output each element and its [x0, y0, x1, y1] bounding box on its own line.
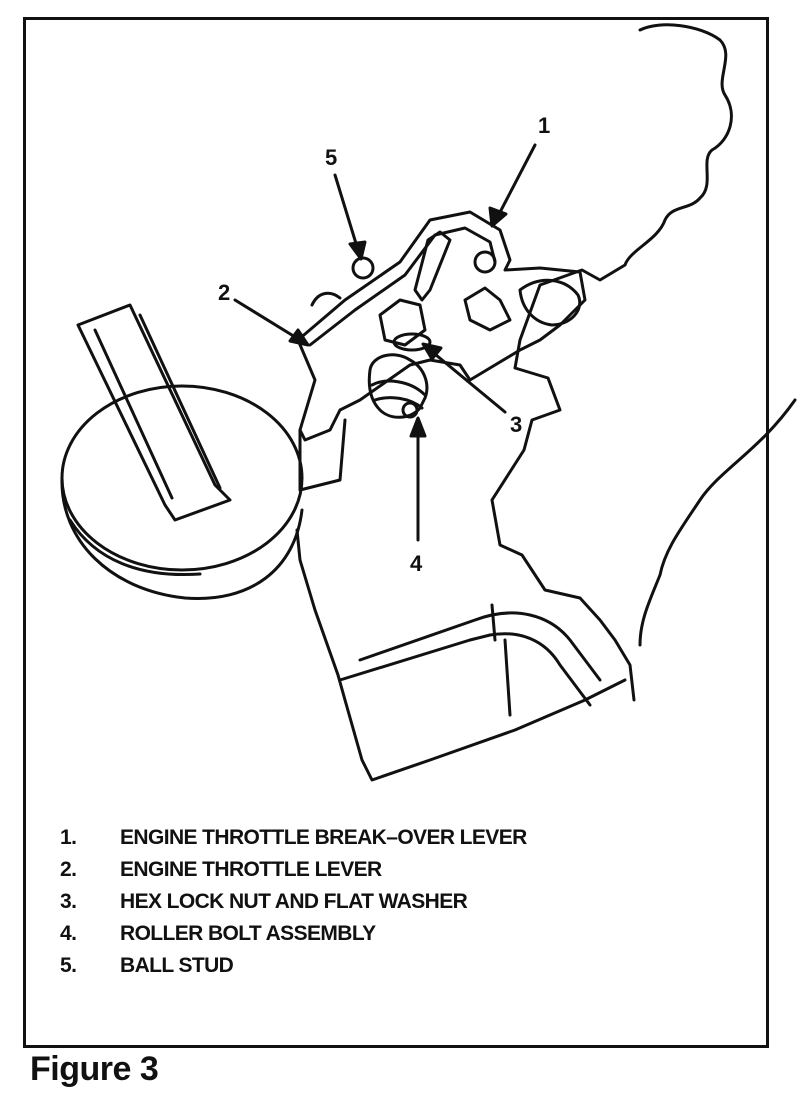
callout-5: 5 [325, 145, 338, 170]
lever-bracket-inner [308, 226, 497, 347]
lever-slot [413, 230, 452, 302]
callout-1: 1 [538, 113, 551, 138]
legend-text: BALL STUD [120, 954, 234, 977]
callout-leaders [233, 143, 537, 542]
air-duct-outline [76, 303, 232, 522]
figure-title: Figure 3 [30, 1050, 159, 1088]
callout-3: 3 [510, 412, 523, 437]
cam-part [463, 286, 512, 332]
engine-body-right-edge [638, 398, 797, 647]
flat-washer [392, 332, 432, 352]
callout-4: 4 [410, 551, 423, 576]
legend-text: ENGINE THROTTLE BREAK–OVER LEVER [120, 826, 527, 849]
roller-bolt [367, 353, 429, 419]
lower-housing-ridge [338, 632, 592, 707]
legend-item: 2. ENGINE THROTTLE LEVER [60, 854, 527, 886]
pivot-hole [473, 250, 497, 274]
lower-housing-ridge-2 [358, 611, 602, 682]
lever-bracket [296, 210, 587, 442]
legend-number: 1. [60, 826, 77, 849]
legend-item: 1. ENGINE THROTTLE BREAK–OVER LEVER [60, 822, 527, 854]
air-duct-inner [93, 313, 222, 500]
legend-item: 4. ROLLER BOLT ASSEMBLY [60, 918, 527, 950]
legend-item: 5. BALL STUD [60, 950, 527, 982]
figure-frame [23, 17, 769, 1048]
legend-text: ENGINE THROTTLE LEVER [120, 858, 382, 881]
roller-bolt-end [401, 401, 419, 419]
legend-item: 3. HEX LOCK NUT AND FLAT WASHER [60, 886, 527, 918]
ball-stud-base [310, 291, 342, 307]
engine-housing-outline [490, 23, 733, 702]
callout-2: 2 [218, 280, 231, 305]
legend-number: 4. [60, 922, 77, 945]
housing-web [490, 603, 512, 717]
legend-text: ROLLER BOLT ASSEMBLY [120, 922, 376, 945]
ball-stud [351, 256, 375, 280]
legend-number: 2. [60, 858, 77, 881]
throttle-body-disk-side [60, 476, 304, 600]
hex-lock-nut [378, 298, 427, 347]
legend-number: 5. [60, 954, 77, 977]
legend-number: 3. [60, 890, 77, 913]
bracket-tab [298, 418, 347, 492]
throttle-body-disk-inner [68, 518, 202, 577]
parts-legend: 1. ENGINE THROTTLE BREAK–OVER LEVER 2. E… [60, 822, 527, 982]
roller-bolt-ring [370, 379, 427, 410]
lower-housing-outline [295, 528, 627, 782]
legend-text: HEX LOCK NUT AND FLAT WASHER [120, 890, 468, 913]
cam-roller [518, 278, 582, 327]
